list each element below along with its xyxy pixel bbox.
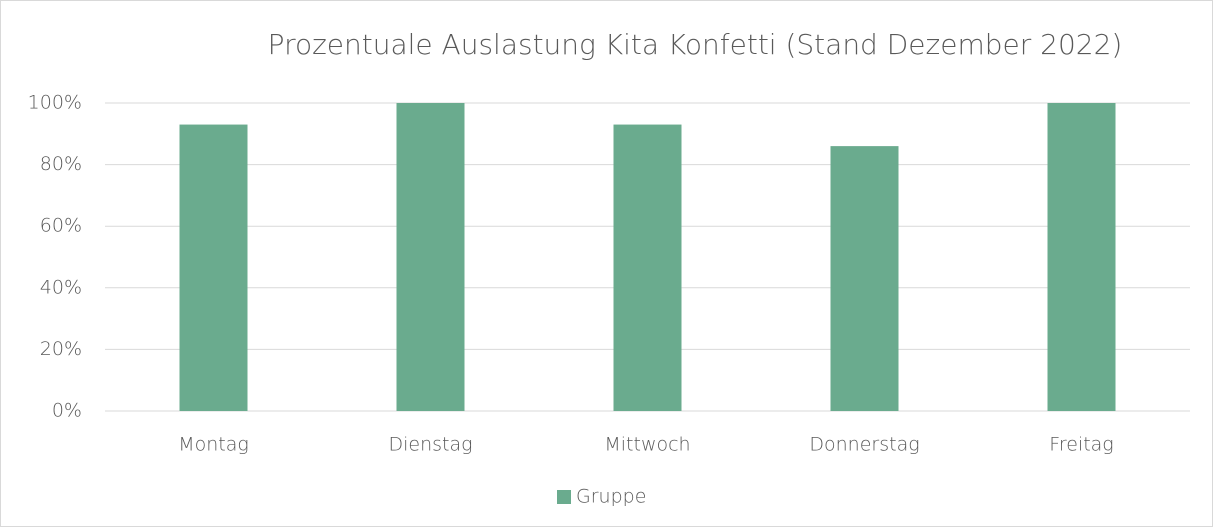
y-tick-label: 20%: [40, 338, 82, 360]
chart-title: Prozentuale Auslastung Kita Konfetti (St…: [268, 28, 1123, 61]
x-tick-label: Mittwoch: [604, 434, 690, 456]
bar: [830, 146, 899, 411]
y-tick-label: 80%: [40, 153, 82, 175]
legend-swatch: [557, 490, 571, 504]
x-tick-label: Dienstag: [388, 434, 472, 456]
bar: [1047, 103, 1116, 411]
y-tick-label: 60%: [40, 215, 82, 237]
y-tick-label: 100%: [28, 92, 82, 114]
bar: [613, 124, 682, 411]
legend-label: Gruppe: [576, 486, 646, 508]
x-tick-label: Freitag: [1049, 434, 1113, 456]
y-tick-label: 40%: [40, 276, 82, 298]
x-tick-label: Donnerstag: [809, 434, 919, 456]
x-tick-label: Montag: [178, 434, 249, 456]
bar: [179, 124, 248, 411]
y-tick-label: 0%: [52, 400, 82, 422]
bar: [396, 103, 465, 411]
